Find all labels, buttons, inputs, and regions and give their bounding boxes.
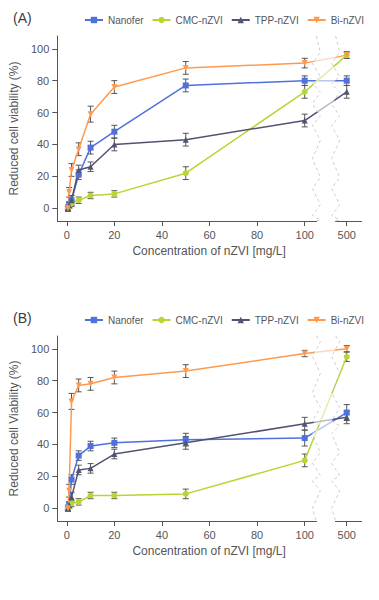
svg-text:100: 100: [31, 43, 49, 55]
svg-text:80: 80: [251, 229, 263, 241]
svg-text:80: 80: [37, 375, 49, 387]
svg-text:Reduced cell Viability (%): Reduced cell Viability (%): [7, 361, 21, 497]
svg-text:40: 40: [156, 229, 168, 241]
svg-text:0: 0: [43, 202, 49, 214]
svg-text:Nanofer: Nanofer: [108, 315, 144, 326]
svg-text:500: 500: [338, 529, 356, 541]
svg-text:60: 60: [203, 229, 215, 241]
svg-text:0: 0: [64, 529, 70, 541]
svg-text:60: 60: [37, 107, 49, 119]
svg-text:Concentration of nZVI [mg/L]: Concentration of nZVI [mg/L]: [132, 544, 285, 558]
svg-text:(A): (A): [13, 10, 32, 26]
svg-text:20: 20: [108, 229, 120, 241]
svg-text:Reduced cell viability (%): Reduced cell viability (%): [7, 61, 21, 195]
svg-text:0: 0: [64, 229, 70, 241]
svg-text:60: 60: [37, 407, 49, 419]
svg-text:Nanofer: Nanofer: [108, 15, 144, 26]
svg-text:500: 500: [338, 229, 356, 241]
svg-text:TPP-nZVI: TPP-nZVI: [255, 15, 299, 26]
svg-text:(B): (B): [13, 310, 32, 326]
svg-text:Concentration of nZVI [mg/L]: Concentration of nZVI [mg/L]: [132, 244, 285, 258]
svg-text:40: 40: [37, 138, 49, 150]
svg-text:20: 20: [108, 529, 120, 541]
svg-text:60: 60: [203, 529, 215, 541]
svg-text:20: 20: [37, 470, 49, 482]
svg-text:Bi-nZVI: Bi-nZVI: [331, 15, 364, 26]
svg-text:80: 80: [37, 75, 49, 87]
svg-text:80: 80: [251, 529, 263, 541]
svg-text:100: 100: [296, 529, 314, 541]
svg-text:40: 40: [156, 529, 168, 541]
svg-text:TPP-nZVI: TPP-nZVI: [255, 315, 299, 326]
svg-text:100: 100: [31, 343, 49, 355]
svg-text:100: 100: [296, 229, 314, 241]
svg-text:40: 40: [37, 438, 49, 450]
svg-text:Bi-nZVI: Bi-nZVI: [331, 315, 364, 326]
svg-text:CMC-nZVI: CMC-nZVI: [176, 15, 223, 26]
svg-text:CMC-nZVI: CMC-nZVI: [176, 315, 223, 326]
svg-text:0: 0: [43, 502, 49, 514]
svg-text:20: 20: [37, 170, 49, 182]
